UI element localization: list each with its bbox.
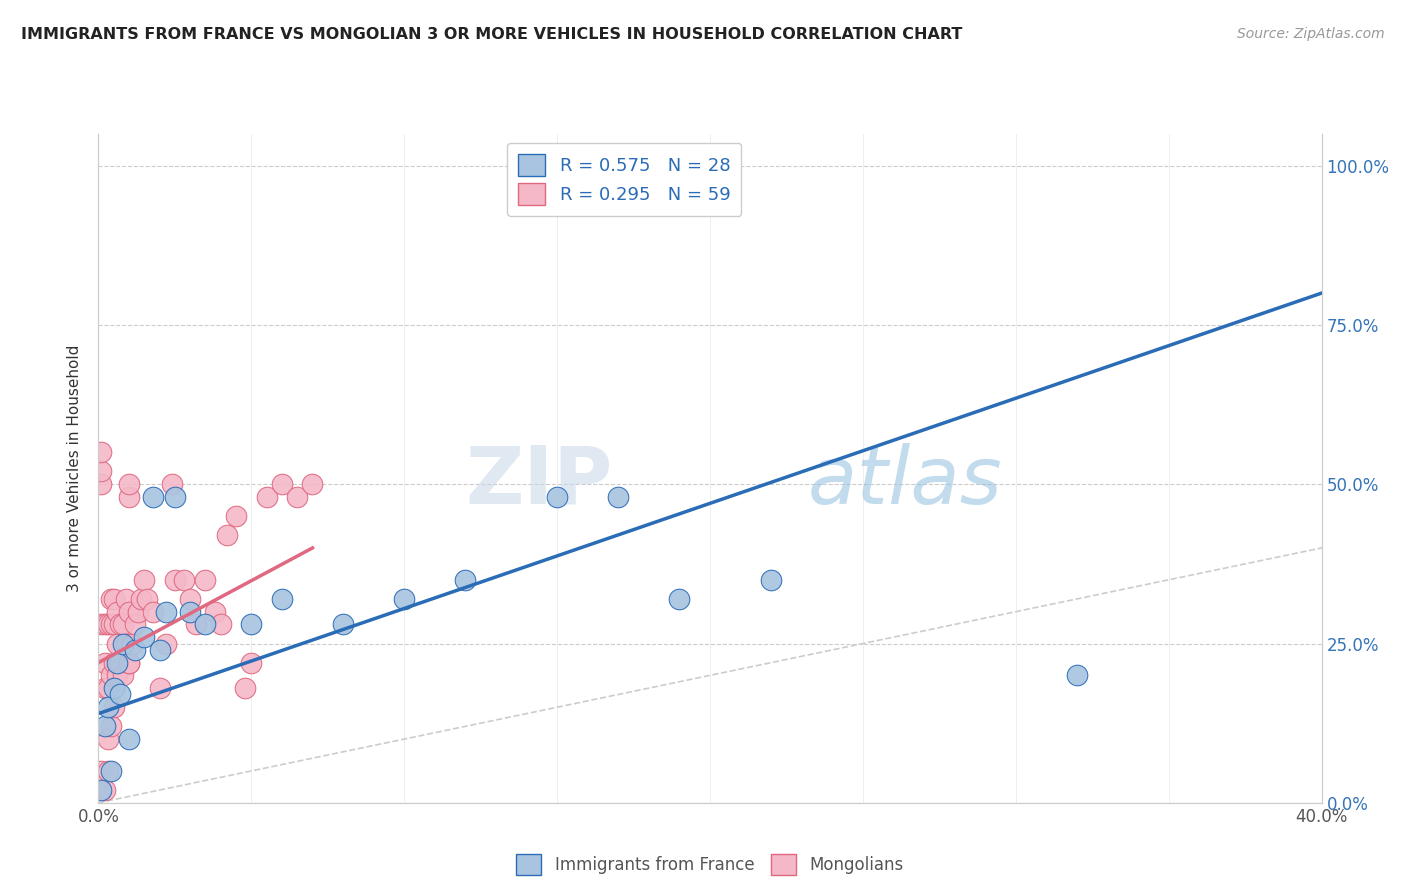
Point	[103, 617, 125, 632]
Point	[100, 719, 122, 733]
Point	[186, 617, 208, 632]
Point	[90, 445, 112, 459]
Point	[97, 764, 120, 778]
Point	[215, 528, 238, 542]
Point	[270, 591, 292, 606]
Point	[270, 477, 292, 491]
Point	[105, 656, 128, 670]
Point	[142, 490, 165, 504]
Point	[129, 591, 152, 606]
Point	[93, 681, 115, 695]
Point	[108, 688, 131, 702]
Point	[118, 477, 141, 491]
Point	[118, 490, 141, 504]
Point	[97, 732, 120, 747]
Point	[546, 490, 568, 504]
Point	[127, 605, 149, 619]
Point	[204, 605, 226, 619]
Point	[173, 573, 195, 587]
Point	[149, 681, 172, 695]
Point	[97, 617, 120, 632]
Point	[100, 668, 122, 682]
Point	[118, 732, 141, 747]
Point	[1066, 668, 1088, 682]
Point	[392, 591, 416, 606]
Point	[100, 617, 122, 632]
Point	[124, 617, 146, 632]
Point	[118, 605, 141, 619]
Point	[155, 636, 177, 650]
Point	[90, 783, 112, 797]
Point	[93, 617, 115, 632]
Point	[97, 681, 120, 695]
Point	[93, 719, 115, 733]
Point	[111, 636, 134, 650]
Point	[108, 656, 131, 670]
Point	[332, 617, 354, 632]
Point	[179, 591, 201, 606]
Point	[103, 591, 125, 606]
Point	[97, 700, 120, 714]
Point	[103, 681, 125, 695]
Point	[103, 700, 125, 714]
Point	[93, 783, 115, 797]
Point	[90, 477, 112, 491]
Point	[225, 509, 247, 524]
Point	[93, 656, 115, 670]
Point	[115, 591, 138, 606]
Legend: Immigrants from France, Mongolians: Immigrants from France, Mongolians	[510, 847, 910, 881]
Point	[759, 573, 782, 587]
Point	[301, 477, 323, 491]
Point	[240, 617, 263, 632]
Point	[111, 617, 134, 632]
Point	[105, 668, 128, 682]
Point	[100, 764, 122, 778]
Point	[607, 490, 630, 504]
Point	[124, 643, 146, 657]
Point	[179, 605, 201, 619]
Point	[118, 656, 141, 670]
Text: atlas: atlas	[808, 442, 1002, 521]
Point	[160, 477, 183, 491]
Text: Source: ZipAtlas.com: Source: ZipAtlas.com	[1237, 27, 1385, 41]
Point	[209, 617, 232, 632]
Point	[194, 573, 217, 587]
Point	[115, 636, 138, 650]
Point	[155, 605, 177, 619]
Point	[233, 681, 256, 695]
Text: IMMIGRANTS FROM FRANCE VS MONGOLIAN 3 OR MORE VEHICLES IN HOUSEHOLD CORRELATION : IMMIGRANTS FROM FRANCE VS MONGOLIAN 3 OR…	[21, 27, 963, 42]
Point	[136, 591, 159, 606]
Point	[134, 630, 156, 644]
Point	[90, 465, 112, 479]
Point	[105, 605, 128, 619]
Point	[100, 591, 122, 606]
Point	[454, 573, 477, 587]
Y-axis label: 3 or more Vehicles in Household: 3 or more Vehicles in Household	[67, 344, 83, 592]
Point	[149, 643, 172, 657]
Point	[111, 668, 134, 682]
Point	[240, 656, 263, 670]
Point	[256, 490, 278, 504]
Point	[163, 490, 186, 504]
Point	[668, 591, 690, 606]
Point	[103, 656, 125, 670]
Point	[121, 636, 143, 650]
Point	[118, 656, 141, 670]
Point	[134, 573, 156, 587]
Point	[108, 617, 131, 632]
Point	[194, 617, 217, 632]
Point	[90, 617, 112, 632]
Point	[90, 764, 112, 778]
Point	[105, 636, 128, 650]
Text: ZIP: ZIP	[465, 442, 612, 521]
Point	[142, 605, 165, 619]
Point	[285, 490, 308, 504]
Point	[163, 573, 186, 587]
